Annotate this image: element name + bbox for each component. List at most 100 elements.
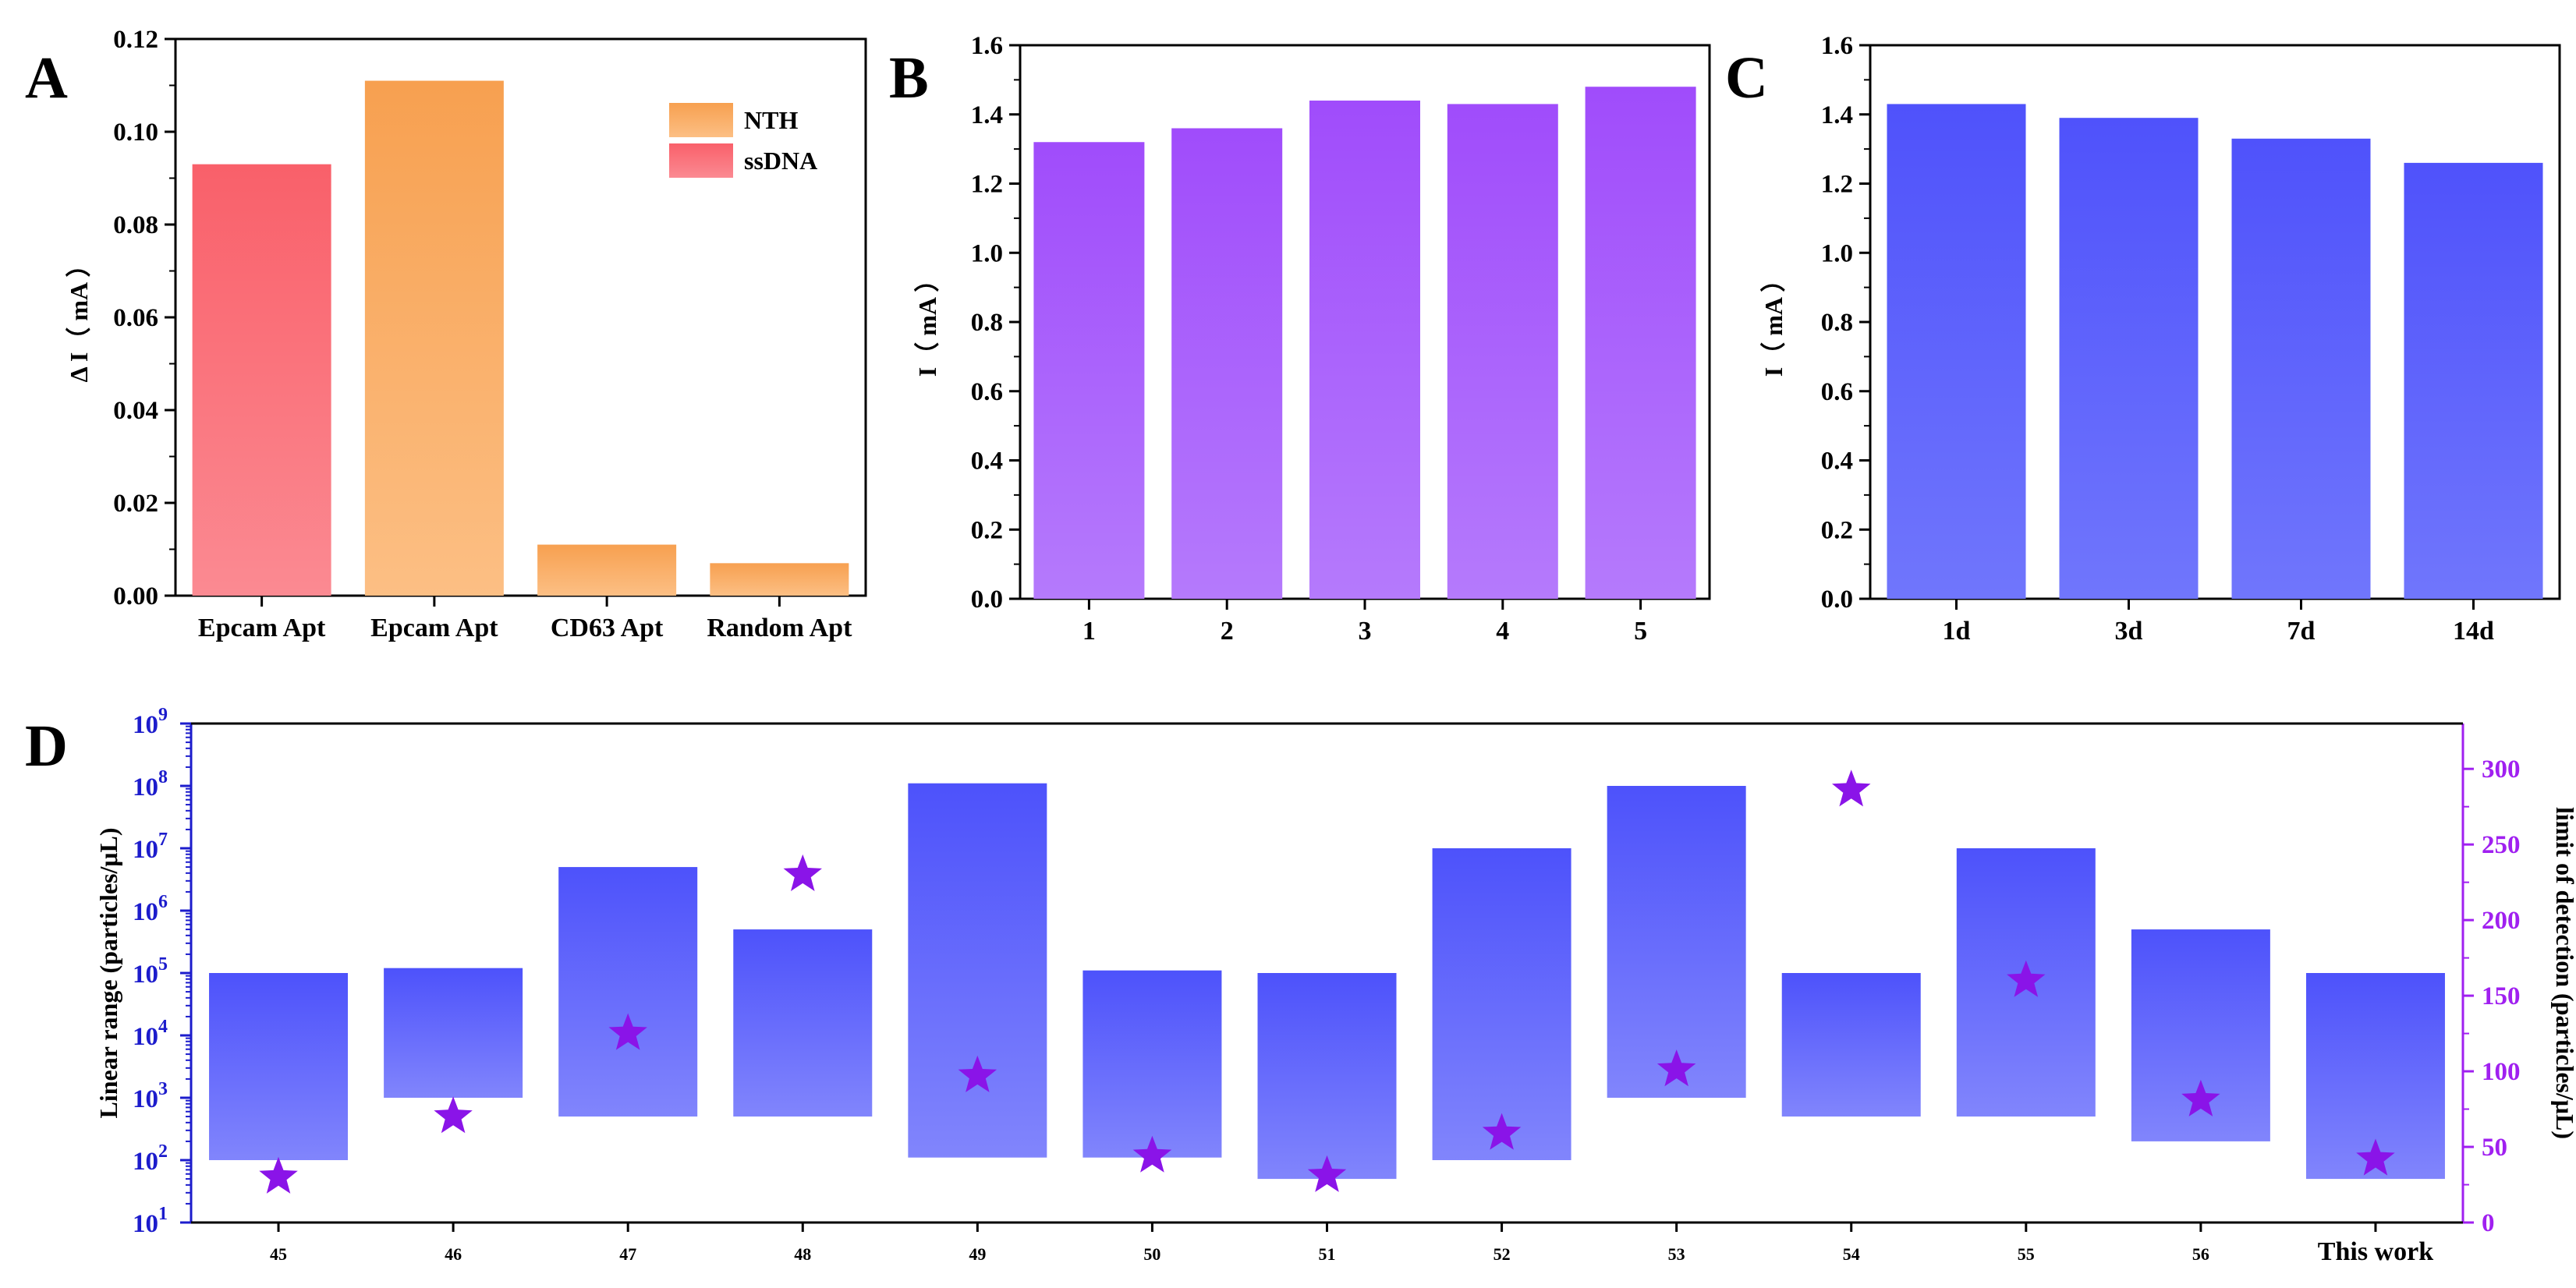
x-category-label: 14d bbox=[2453, 617, 2494, 646]
x-category-label: 46 bbox=[445, 1244, 462, 1264]
x-category-label: Epcam Apt bbox=[370, 614, 498, 642]
lod-star-marker bbox=[958, 1055, 997, 1092]
lod-star-marker bbox=[1132, 1135, 1172, 1173]
y2-tick-label: 50 bbox=[2482, 1134, 2507, 1162]
lod-star-marker bbox=[1832, 770, 1871, 807]
y-tick-label: 0.06 bbox=[113, 304, 158, 332]
panel-a: A 0.00 0.02 0.04 0.06 0.08 0.10 0.12 Δ I（ mA ） Ep… bbox=[25, 26, 867, 642]
y-tick-label: 0.4 bbox=[971, 448, 1003, 476]
x-category-label: 1 bbox=[1082, 617, 1096, 646]
y2-tick-label: 0 bbox=[2482, 1209, 2495, 1237]
legend-swatch-ssdna bbox=[669, 143, 733, 178]
y-tick-label: 0.02 bbox=[113, 490, 158, 518]
panel-letter: D bbox=[25, 713, 68, 779]
y-tick-label: 1.4 bbox=[971, 101, 1003, 129]
legend-label: ssDNA bbox=[744, 147, 817, 175]
y-tick-label: 1.2 bbox=[1821, 171, 1853, 199]
linear-range-bar bbox=[1082, 970, 1222, 1158]
y-tick-label: 0.2 bbox=[1821, 516, 1853, 544]
linear-range-bar bbox=[1607, 786, 1746, 1098]
linear-range-bar bbox=[209, 973, 349, 1160]
panel-d: D 101 102 103 104 105 106 107 108 109 0 50 100 150 200… bbox=[25, 705, 2576, 1266]
x-category-label: Random Apt bbox=[707, 614, 852, 642]
bar-nth bbox=[710, 563, 849, 596]
lod-star-marker bbox=[2356, 1138, 2395, 1176]
x-category-label: Epcam Apt bbox=[198, 614, 326, 642]
y-tick-label: 1.0 bbox=[971, 239, 1003, 267]
y-tick-label: 0.00 bbox=[113, 582, 158, 610]
lod-star-marker bbox=[1482, 1113, 1522, 1150]
y-axis-title: I（ mA ） bbox=[1759, 267, 1788, 377]
x-category-label: This work bbox=[2318, 1237, 2433, 1266]
y-axis-title: Δ I（ mA ） bbox=[65, 253, 93, 383]
x-category-label: 5 bbox=[1634, 617, 1647, 646]
y-tick-label: 0.4 bbox=[1821, 448, 1853, 476]
y2-tick-label: 250 bbox=[2482, 831, 2521, 859]
linear-range-bar bbox=[1432, 848, 1571, 1160]
y-tick-label: 0.04 bbox=[113, 397, 158, 425]
y-tick-label: 0.08 bbox=[113, 211, 158, 239]
x-category-label: 48 bbox=[794, 1244, 811, 1264]
x-category-label: 52 bbox=[1494, 1244, 1511, 1264]
y-tick-label: 1.6 bbox=[971, 32, 1003, 60]
linear-range-bar bbox=[1257, 973, 1397, 1180]
y-tick-label: 1.2 bbox=[971, 171, 1003, 199]
x-category-label: 53 bbox=[1668, 1244, 1685, 1264]
panel-b: B 0.0 0.2 0.4 0.6 0.8 1.0 1.2 1.4 1.6 I（ mA ） 1 2 3 4 5 bbox=[889, 32, 1711, 646]
lod-star-marker bbox=[1657, 1049, 1696, 1087]
bar bbox=[1171, 128, 1283, 599]
y-tick-label: 103 bbox=[133, 1079, 168, 1113]
y-tick-label: 109 bbox=[133, 705, 168, 739]
bar bbox=[2231, 138, 2371, 599]
x-category-label: 54 bbox=[1843, 1244, 1860, 1264]
y-tick-label: 0.8 bbox=[1821, 309, 1853, 337]
y-tick-label: 0.2 bbox=[971, 516, 1003, 544]
y-tick-label: 1.0 bbox=[1821, 239, 1853, 267]
bar bbox=[2059, 118, 2199, 599]
panel-c: C 0.0 0.2 0.4 0.6 0.8 1.0 1.2 1.4 1.6 I（ mA ） 1d 3d 7… bbox=[1725, 32, 2561, 646]
y2-tick-label: 150 bbox=[2482, 982, 2521, 1010]
y-tick-label: 0.12 bbox=[113, 26, 158, 54]
lod-star-marker bbox=[434, 1096, 473, 1134]
linear-range-bar bbox=[733, 929, 873, 1117]
y-tick-label: 1.4 bbox=[1821, 101, 1853, 129]
linear-range-bar bbox=[1781, 973, 1921, 1117]
legend-label: NTH bbox=[744, 106, 798, 134]
x-category-label: 2 bbox=[1221, 617, 1234, 646]
y-tick-label: 108 bbox=[133, 767, 168, 801]
bar-nth bbox=[537, 544, 677, 596]
panel-letter: C bbox=[1725, 45, 1768, 111]
y-axis-title: I（ mA ） bbox=[913, 267, 941, 377]
bar-nth bbox=[364, 80, 504, 596]
y-tick-label: 106 bbox=[133, 892, 168, 926]
y-tick-label: 0.6 bbox=[971, 378, 1003, 406]
x-category-label: 4 bbox=[1496, 617, 1509, 646]
y-tick-label: 1.6 bbox=[1821, 32, 1853, 60]
lod-star-marker bbox=[259, 1156, 298, 1194]
legend-swatch-nth bbox=[669, 103, 733, 137]
bar bbox=[1887, 104, 2026, 599]
y2-tick-label: 200 bbox=[2482, 907, 2521, 935]
y2-tick-label: 300 bbox=[2482, 755, 2521, 784]
lod-star-marker bbox=[608, 1013, 647, 1050]
linear-range-bar bbox=[558, 867, 698, 1117]
bar-ssdna bbox=[192, 164, 331, 596]
y2-axis-title: limit of detection (particles/μL) bbox=[2551, 807, 2576, 1139]
panel-letter: A bbox=[25, 45, 68, 111]
linear-range-bar bbox=[908, 783, 1047, 1158]
x-category-label: 55 bbox=[2018, 1244, 2035, 1264]
x-category-label: 47 bbox=[619, 1244, 636, 1264]
y-tick-label: 0.6 bbox=[1821, 378, 1853, 406]
bar bbox=[1033, 142, 1145, 599]
y-tick-label: 0.10 bbox=[113, 119, 158, 147]
x-category-label: 56 bbox=[2192, 1244, 2209, 1264]
lod-star-marker bbox=[783, 854, 822, 891]
y-tick-label: 101 bbox=[133, 1204, 168, 1238]
bar bbox=[1309, 101, 1420, 599]
y-tick-label: 107 bbox=[133, 830, 168, 864]
x-category-label: 7d bbox=[2287, 617, 2316, 646]
y-tick-label: 102 bbox=[133, 1141, 168, 1176]
x-category-label: 51 bbox=[1319, 1244, 1336, 1264]
y-axis-title: Linear range (particles/μL) bbox=[94, 827, 122, 1118]
